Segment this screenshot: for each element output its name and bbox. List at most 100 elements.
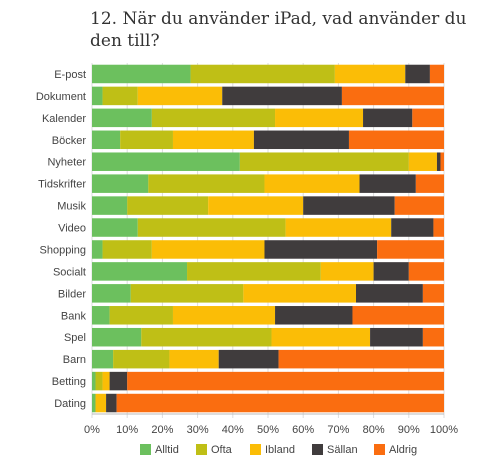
category-label: Barn: [63, 354, 86, 366]
bar-segment: [92, 64, 191, 84]
bar-segment: [271, 327, 371, 347]
x-tick-label: 0%: [84, 424, 100, 436]
bar-segment: [433, 218, 444, 237]
bar-segment: [148, 174, 265, 193]
legend-label: Sällan: [327, 444, 358, 456]
category-label: Dokument: [36, 91, 86, 103]
bar-segment: [92, 174, 149, 193]
bar-segment: [415, 174, 444, 193]
bar-segment: [102, 240, 152, 259]
bar-segment: [190, 64, 335, 84]
x-tick-label: 40%: [222, 424, 244, 436]
bar-segment: [95, 393, 107, 413]
bar-segment: [391, 218, 434, 237]
category-label: Betting: [52, 376, 86, 388]
bar-segment: [334, 64, 406, 84]
bar-segment: [341, 86, 444, 106]
x-tick-label: 20%: [151, 424, 173, 436]
category-label: Dating: [54, 398, 86, 410]
x-tick-label: 80%: [363, 424, 385, 436]
chart-title: 12. När du använder iPad, vad använder d…: [90, 9, 467, 51]
bar-segment: [127, 196, 209, 215]
bar-segment: [109, 306, 173, 325]
bar-segment: [151, 108, 276, 128]
x-tick-label: 70%: [327, 424, 349, 436]
category-label: Bank: [61, 310, 87, 322]
bar-segment: [429, 64, 444, 84]
bar-segment: [408, 262, 444, 281]
bar-segment: [92, 86, 103, 106]
bar-segment: [356, 284, 423, 303]
bar-segment: [92, 262, 188, 281]
category-label: Böcker: [52, 135, 87, 147]
bar-segment: [92, 284, 131, 303]
x-tick-label: 60%: [292, 424, 314, 436]
x-tick-label: 100%: [430, 424, 458, 436]
bar-segment: [373, 262, 409, 281]
bar-segment: [92, 196, 128, 215]
bar-segment: [169, 349, 219, 369]
bar-segment: [106, 393, 117, 413]
x-tick-label: 50%: [257, 424, 279, 436]
bar-segment: [377, 240, 444, 259]
bar-segment: [127, 371, 444, 391]
category-label: Bilder: [58, 288, 86, 300]
bar-segment: [92, 218, 138, 237]
bar-segment: [253, 130, 349, 150]
bar-segment: [113, 349, 170, 369]
bar-segment: [239, 152, 409, 171]
bar-segment: [264, 174, 360, 193]
bar-segment: [405, 64, 430, 84]
bar-segment: [359, 174, 416, 193]
bar-segment: [92, 130, 121, 150]
bar-segment: [92, 327, 142, 347]
bar-segment: [352, 306, 444, 325]
legend-label: Ofta: [211, 444, 233, 456]
bar-segment: [116, 393, 444, 413]
bar-segment: [102, 371, 110, 391]
bar-segment: [278, 349, 444, 369]
category-label: Tidskrifter: [38, 179, 86, 191]
bar-segment: [222, 86, 342, 106]
bar-segment: [172, 306, 276, 325]
bar-segment: [275, 306, 353, 325]
category-label: Spel: [64, 332, 86, 344]
bar-segment: [275, 108, 364, 128]
category-label: Video: [58, 223, 86, 235]
category-label: Nyheter: [47, 157, 86, 169]
bar-segment: [95, 371, 103, 391]
bar-segment: [422, 284, 444, 303]
bar-segment: [440, 152, 444, 171]
bar-segment: [92, 306, 110, 325]
bar-segment: [285, 218, 392, 237]
bar-segment: [137, 218, 286, 237]
legend-swatch: [140, 444, 151, 455]
bar-segment: [408, 152, 437, 171]
bar-segment: [92, 371, 96, 391]
bar-segment: [137, 86, 223, 106]
legend-swatch: [196, 444, 207, 455]
bar-segment: [172, 130, 254, 150]
bar-segment: [92, 152, 240, 171]
bar-segment: [363, 108, 413, 128]
bar-segment: [436, 152, 441, 171]
bar-segment: [218, 349, 279, 369]
bar-segment: [243, 284, 356, 303]
legend-label: Aldrig: [389, 444, 417, 456]
bar-segment: [130, 284, 244, 303]
bar-segment: [92, 393, 96, 413]
bar-segment: [264, 240, 378, 259]
bar-segment: [303, 196, 395, 215]
bar-segment: [92, 108, 152, 128]
bar-segment: [348, 130, 444, 150]
x-tick-label: 10%: [116, 424, 138, 436]
category-label: Musik: [57, 201, 86, 213]
bar-segment: [92, 240, 103, 259]
legend-label: Alltid: [155, 444, 179, 456]
bar-segment: [120, 130, 173, 150]
bar-segment: [370, 327, 423, 347]
category-label: Shopping: [40, 244, 87, 256]
bar-segment: [109, 371, 128, 391]
category-label: Socialt: [53, 266, 86, 278]
